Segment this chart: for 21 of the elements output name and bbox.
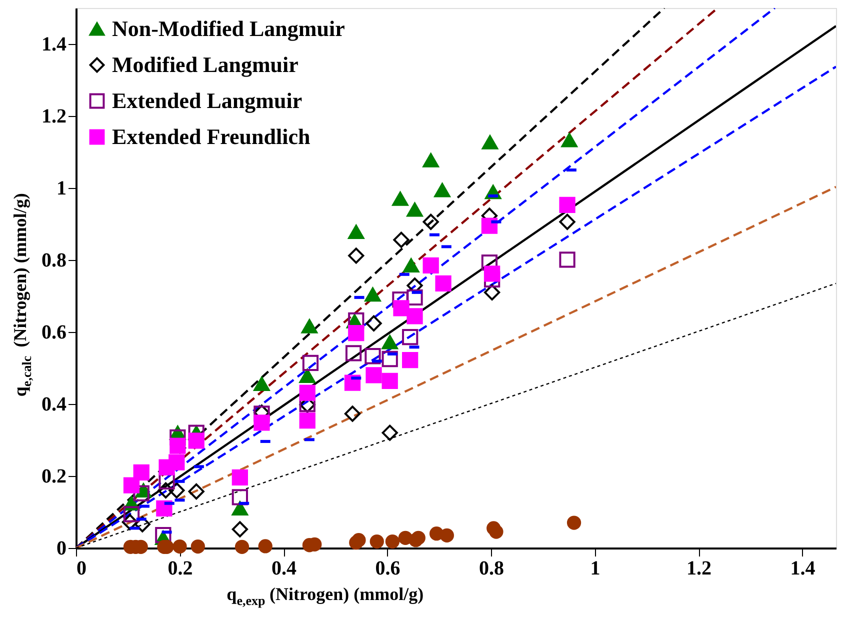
y-tick-label: 0.4 <box>42 394 66 416</box>
x-tick-label: 0.2 <box>168 558 193 580</box>
x-tick-label: 1.4 <box>790 558 816 580</box>
legend-label: Extended Langmuir <box>112 88 302 113</box>
y-axis-title: qe,calc (Nitrogen) (mmol/g) <box>10 193 34 397</box>
legend-label: Non-Modified Langmuir <box>112 16 346 41</box>
x-tick-label: 0 <box>76 558 86 580</box>
y-tick-label: 0.2 <box>42 466 66 488</box>
x-tick-label: 0.8 <box>479 558 504 580</box>
x-tick-label: 0.6 <box>375 558 400 580</box>
legend-label: Extended Freundlich <box>112 124 310 149</box>
y-tick-label: 1 <box>56 178 66 200</box>
legend-label: Modified Langmuir <box>112 52 299 77</box>
y-tick-label: 0.6 <box>42 322 66 344</box>
x-tick-label: 1.2 <box>686 558 712 580</box>
y-tick-label: 1.2 <box>42 106 66 128</box>
y-tick-label: 0 <box>56 538 66 560</box>
y-tick-label: 0.8 <box>42 250 66 272</box>
x-tick-label: 1 <box>590 558 600 580</box>
y-tick-label: 1.4 <box>42 34 66 56</box>
x-tick-label: 0.4 <box>272 558 297 580</box>
